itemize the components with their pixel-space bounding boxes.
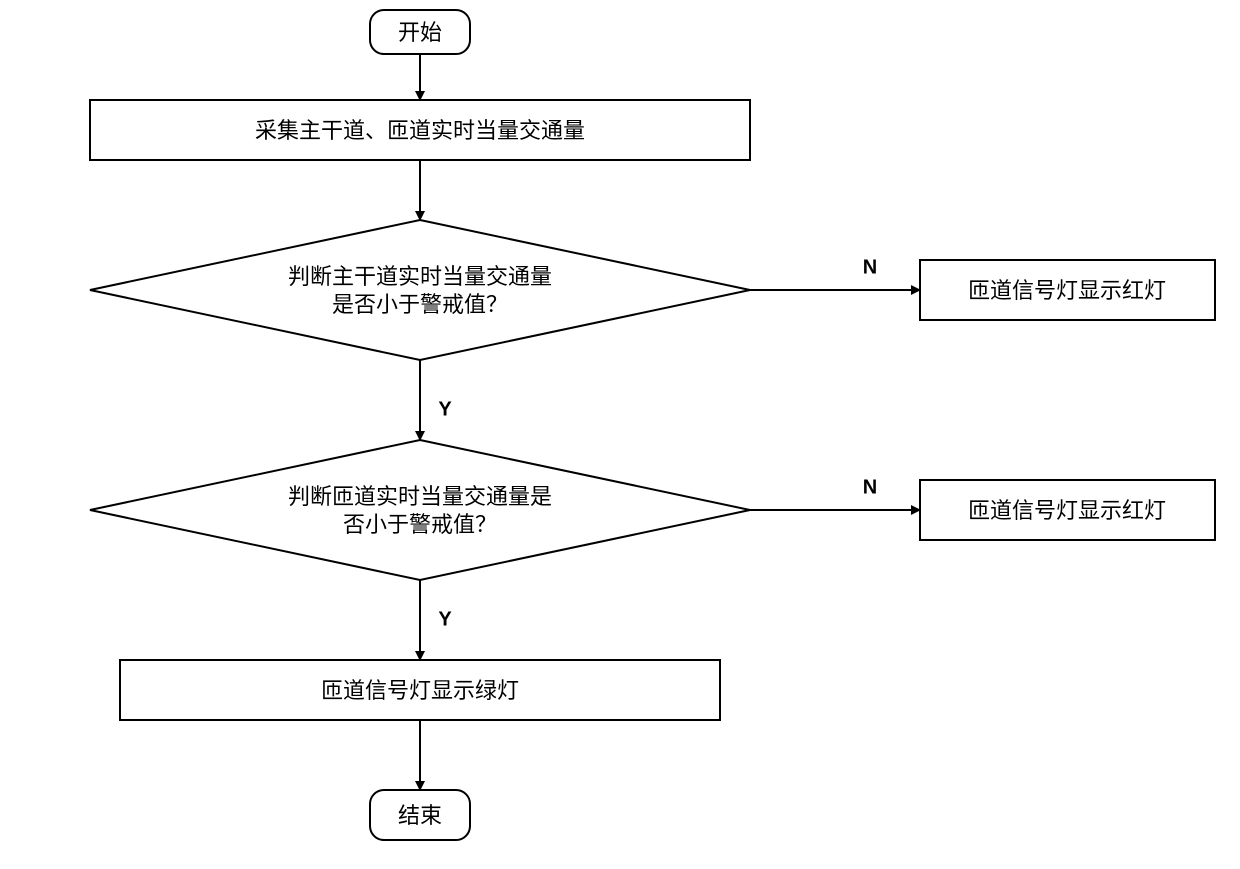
edge-label-y1: Y: [438, 398, 452, 420]
node-decision1: 判断主干道实时当量交通量 是否小于警戒值？: [90, 220, 750, 360]
svg-text:判断主干道实时当量交通量: 判断主干道实时当量交通量: [288, 264, 552, 289]
node-start: 开始: [370, 10, 470, 54]
node-collect: 采集主干道、匝道实时当量交通量: [90, 100, 750, 160]
flowchart-canvas: N Y N Y 开始 采集主干道、匝道实时当量交通量 判断主干道实时当量交通量 …: [0, 0, 1240, 869]
svg-text:匝道信号灯显示红灯: 匝道信号灯显示红灯: [968, 498, 1166, 523]
svg-text:开始: 开始: [398, 20, 442, 45]
edge-label-y2: Y: [438, 608, 452, 630]
node-green: 匝道信号灯显示绿灯: [120, 660, 720, 720]
edge-label-n1: N: [863, 256, 877, 278]
node-red2: 匝道信号灯显示红灯: [920, 480, 1215, 540]
edge-label-n2: N: [863, 476, 877, 498]
svg-text:结束: 结束: [398, 803, 442, 828]
svg-text:匝道信号灯显示绿灯: 匝道信号灯显示绿灯: [321, 678, 519, 703]
node-decision2: 判断匝道实时当量交通量是 否小于警戒值？: [90, 440, 750, 580]
svg-text:匝道信号灯显示红灯: 匝道信号灯显示红灯: [968, 278, 1166, 303]
svg-text:采集主干道、匝道实时当量交通量: 采集主干道、匝道实时当量交通量: [255, 118, 585, 143]
node-red1: 匝道信号灯显示红灯: [920, 260, 1215, 320]
svg-text:否小于警戒值？: 否小于警戒值？: [343, 512, 497, 537]
node-end: 结束: [370, 790, 470, 840]
svg-text:是否小于警戒值？: 是否小于警戒值？: [332, 292, 508, 317]
svg-text:判断匝道实时当量交通量是: 判断匝道实时当量交通量是: [288, 484, 552, 509]
